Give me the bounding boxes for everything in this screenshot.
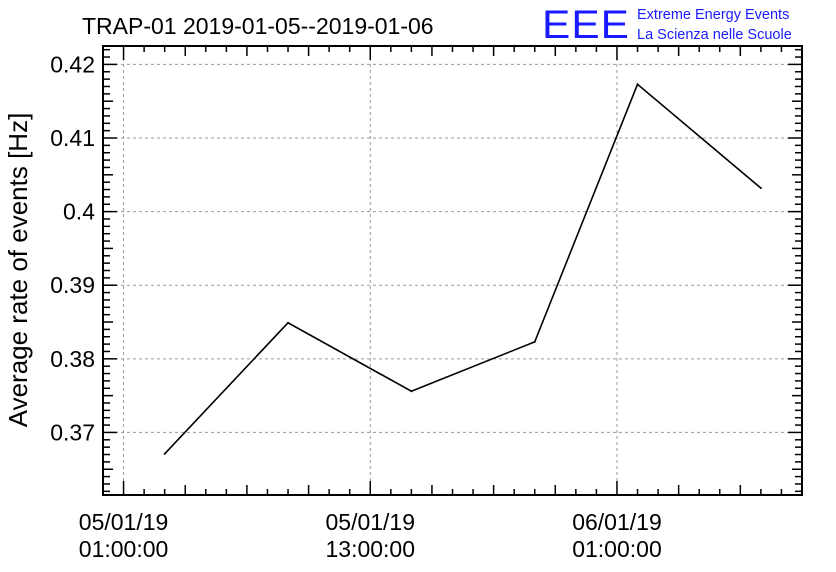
chart-title: TRAP-01 2019-01-05--2019-01-06 (82, 13, 434, 39)
x-tick-label-time: 01:00:00 (79, 536, 169, 562)
y-tick-label: 0.37 (50, 419, 95, 445)
data-point (533, 340, 536, 343)
logo-letters: EEE (542, 3, 630, 47)
data-point (287, 321, 290, 324)
y-tick-label: 0.42 (50, 51, 95, 77)
grid (103, 46, 802, 495)
series-layer (163, 82, 762, 455)
y-tick-label: 0.4 (63, 199, 95, 225)
x-tick-labels: 05/01/1901:00:0005/01/1913:00:0006/01/19… (79, 509, 662, 562)
major-ticks (103, 46, 802, 495)
y-tick-labels: 0.37 0.38 0.39 0.4 0.41 0.42 (50, 51, 95, 445)
x-tick-label-time: 13:00:00 (325, 536, 415, 562)
x-tick-label-date: 05/01/19 (325, 509, 415, 535)
y-tick-label: 0.38 (50, 346, 95, 372)
y-axis-label: Average rate of events [Hz] (3, 113, 33, 428)
data-point (410, 390, 413, 393)
plot-frame (102, 45, 803, 496)
minor-ticks (103, 46, 802, 495)
y-tick-label: 0.39 (50, 272, 95, 298)
data-point (636, 83, 639, 86)
data-point (759, 187, 762, 190)
logo-line-1: Extreme Energy Events (637, 7, 789, 23)
series-line (164, 82, 762, 455)
x-tick-label-date: 05/01/19 (79, 509, 169, 535)
x-tick-label-date: 06/01/19 (572, 509, 662, 535)
logo-line-2: La Scienza nelle Scuole (637, 27, 792, 43)
data-point (163, 452, 166, 455)
y-tick-label: 0.41 (50, 125, 95, 151)
eee-logo: EEE Extreme Energy Events La Scienza nel… (542, 3, 792, 47)
x-tick-label-time: 01:00:00 (572, 536, 662, 562)
